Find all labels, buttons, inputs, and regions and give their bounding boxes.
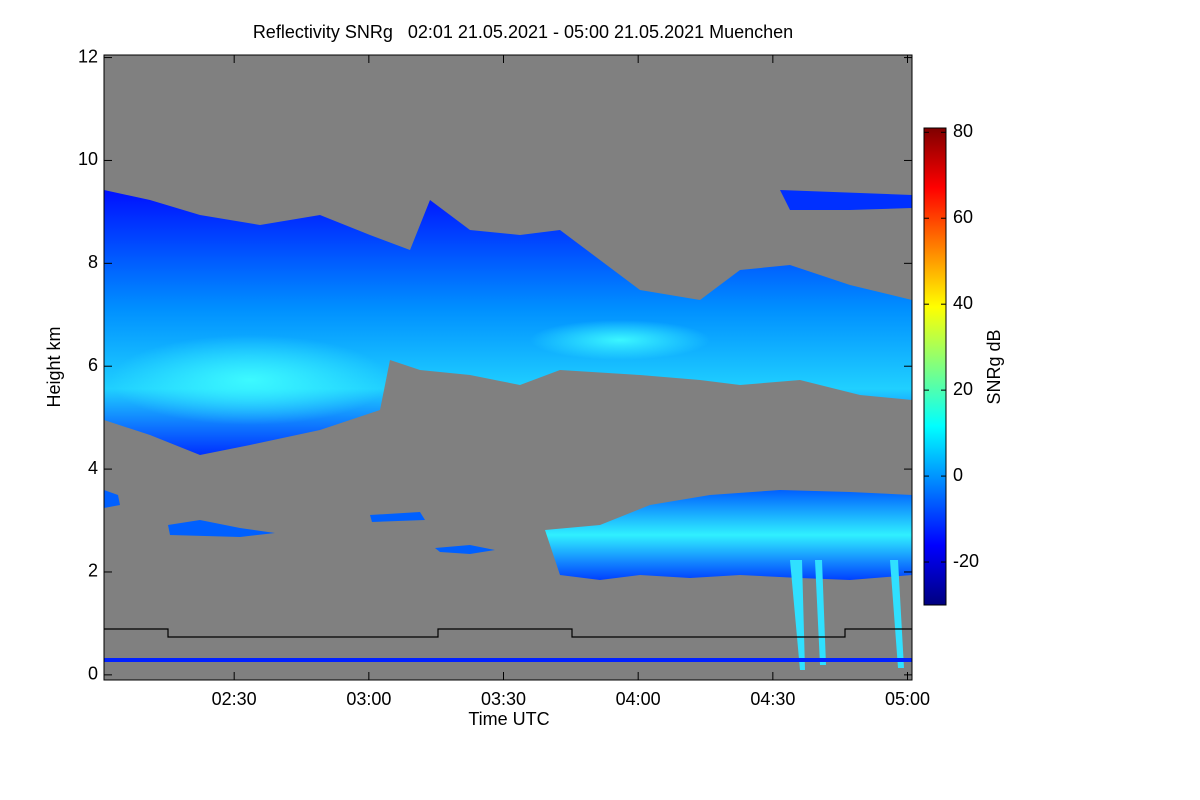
y-tick-label: 2: [88, 561, 98, 581]
y-axis-label: Height km: [44, 326, 64, 407]
x-axis-label: Time UTC: [468, 709, 549, 729]
colorbar-tick-label: 20: [953, 379, 973, 399]
y-tick-label: 8: [88, 252, 98, 272]
x-tick-label: 04:30: [750, 689, 795, 709]
colorbar-tick-label: 0: [953, 465, 963, 485]
x-tick-label: 04:00: [616, 689, 661, 709]
x-tick-label: 03:30: [481, 689, 526, 709]
x-tick-label: 02:30: [212, 689, 257, 709]
colorbar: [923, 127, 947, 606]
plot-frame: [103, 54, 913, 681]
y-tick-label: 10: [78, 149, 98, 169]
colorbar-tick-label: 60: [953, 207, 973, 227]
x-tick-label: 03:00: [346, 689, 391, 709]
y-tick-label: 0: [88, 664, 98, 684]
echo-layer: [104, 190, 912, 670]
y-tick-label: 4: [88, 458, 98, 478]
chart-title: Reflectivity SNRg 02:01 21.05.2021 - 05:…: [253, 22, 793, 42]
y-tick-label: 6: [88, 355, 98, 375]
colorbar-tick-label: -20: [953, 551, 979, 571]
x-tick-label: 05:00: [885, 689, 930, 709]
colorbar-tick-label: 80: [953, 121, 973, 141]
y-tick-label: 12: [78, 46, 98, 66]
colorbar-label: SNRg dB: [984, 329, 1004, 404]
colorbar-tick-label: 40: [953, 293, 973, 313]
